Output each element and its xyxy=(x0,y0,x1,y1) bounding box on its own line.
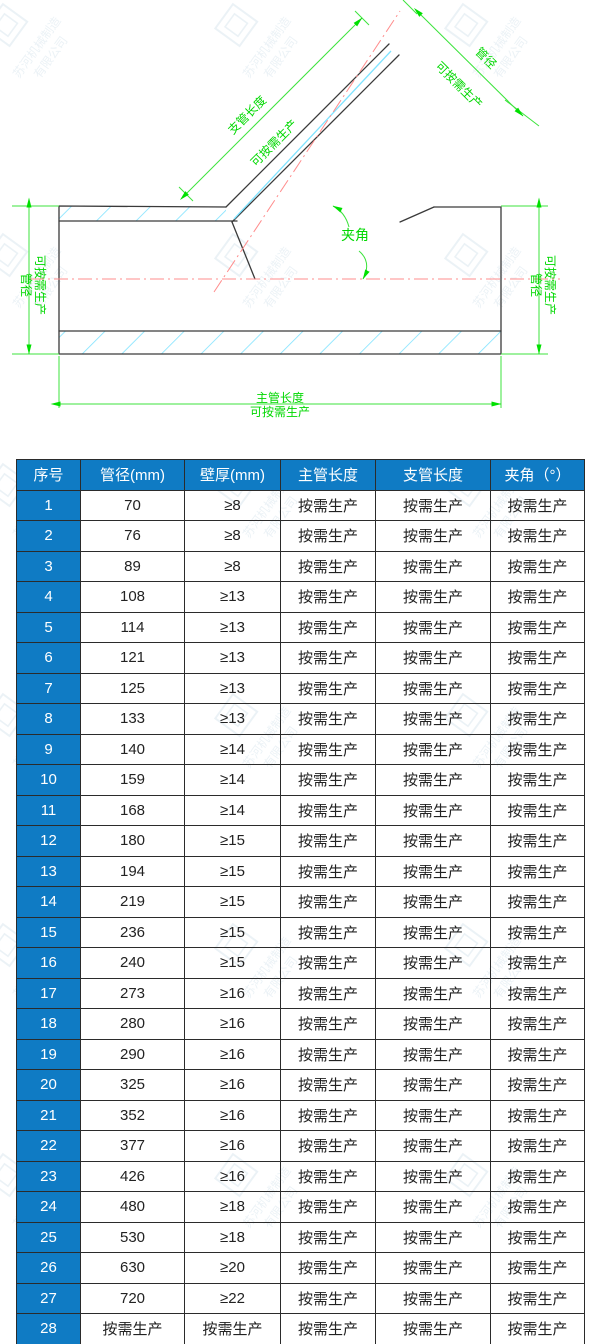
svg-text:主管长度: 主管长度 xyxy=(256,390,304,405)
svg-text:管径: 管径 xyxy=(19,273,34,297)
svg-text:夹角: 夹角 xyxy=(341,227,369,243)
svg-text:可按需生产: 可按需生产 xyxy=(433,59,485,111)
svg-text:管径: 管径 xyxy=(529,273,544,297)
svg-text:可按需生产: 可按需生产 xyxy=(543,255,557,315)
svg-text:可按需生产: 可按需生产 xyxy=(250,405,310,419)
svg-text:管径: 管径 xyxy=(472,44,500,72)
svg-text:支管长度: 支管长度 xyxy=(225,93,270,138)
svg-text:可按需生产: 可按需生产 xyxy=(33,255,47,315)
